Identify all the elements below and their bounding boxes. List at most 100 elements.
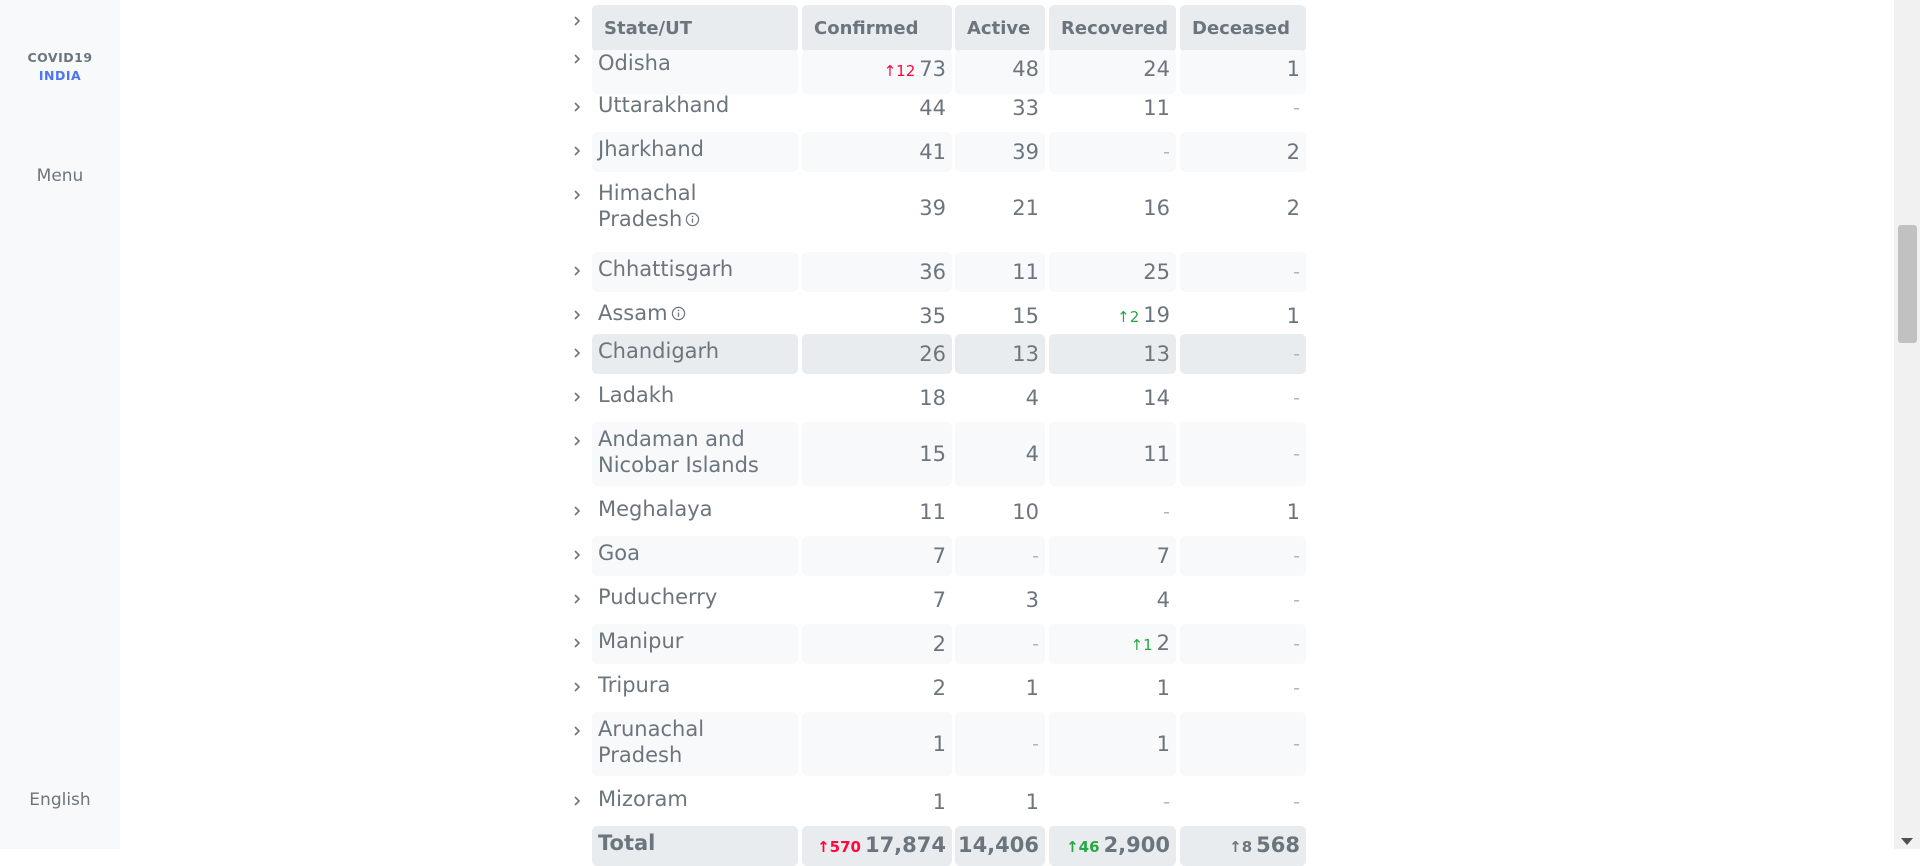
row-expand-button[interactable] <box>566 500 588 522</box>
recovered-cell-value: 2 <box>1156 631 1170 655</box>
row-expand-button[interactable] <box>566 544 588 566</box>
state-name-cell[interactable]: Arunachal Pradesh <box>592 712 798 776</box>
state-name-cell[interactable]: Assam <box>592 296 798 336</box>
active-cell-value: 3 <box>1025 588 1039 612</box>
deceased-cell-value: 1 <box>1286 57 1300 81</box>
header-active-label: Active <box>967 18 1031 39</box>
recovered-cell: - <box>1049 492 1176 532</box>
table-row[interactable]: Ladakh 18 4 14 - <box>566 378 1306 418</box>
state-name-cell[interactable]: Uttarakhand <box>592 88 798 128</box>
table-row[interactable]: Manipur 2- ↑1 2- <box>566 624 1306 664</box>
chevron-right-icon <box>574 54 581 64</box>
state-name-cell[interactable]: Tripura <box>592 668 798 708</box>
recovered-cell-value-group: 13 <box>1143 341 1170 367</box>
table-row[interactable]: Chhattisgarh 36 11 25 - <box>566 252 1306 292</box>
recovered-cell-value-group: 1 <box>1157 675 1170 701</box>
table-row[interactable]: Tripura 2 1 1 - <box>566 668 1306 708</box>
state-name-cell[interactable]: Goa <box>592 536 798 576</box>
confirmed-cell-value: 2 <box>932 632 946 656</box>
header-confirmed-label: Confirmed <box>814 18 919 39</box>
table-row[interactable]: Chandigarh 26 13 13 - <box>566 334 1306 374</box>
active-cell-value: 4 <box>1025 386 1039 410</box>
state-name-cell[interactable]: Jharkhand <box>592 132 798 172</box>
total-active-cell-value: 14,406 <box>957 833 1039 857</box>
header-deceased[interactable]: Deceased <box>1180 5 1306 52</box>
confirmed-cell-value: 1 <box>932 790 946 814</box>
confirmed-cell-value: 7 <box>932 544 946 568</box>
info-icon[interactable] <box>685 212 700 227</box>
active-cell-value-group: 15 <box>1012 303 1039 329</box>
row-expand-button[interactable] <box>566 260 588 282</box>
recovered-cell-value: 14 <box>1143 386 1170 410</box>
table-row[interactable]: Jharkhand 41 39 - 2 <box>566 132 1306 172</box>
state-name-cell[interactable]: Ladakh <box>592 378 798 418</box>
row-expand-button[interactable] <box>566 342 588 364</box>
table-row[interactable]: Goa 7 - 7 - <box>566 536 1306 576</box>
row-expand-button[interactable] <box>566 720 588 742</box>
confirmed-cell-value: 44 <box>919 96 946 120</box>
state-name-cell[interactable]: Odisha <box>592 50 798 94</box>
state-name-cell[interactable]: Chhattisgarh <box>592 252 798 292</box>
confirmed-cell-value-group: 11 <box>919 499 946 525</box>
page-scrollbar[interactable] <box>1894 0 1920 849</box>
chevron-right-icon <box>574 348 581 358</box>
header-confirmed[interactable]: Confirmed <box>802 5 952 80</box>
state-name: Assam <box>598 301 668 325</box>
language-switcher[interactable]: English <box>29 790 91 810</box>
state-name-cell[interactable]: Mizoram <box>592 782 798 822</box>
row-expand-button[interactable] <box>566 304 588 326</box>
header-recovered[interactable]: Recovered <box>1049 5 1176 52</box>
deceased-cell: 1 <box>1180 492 1306 532</box>
state-name-cell[interactable]: Andaman and Nicobar Islands <box>592 422 798 486</box>
table-row[interactable]: Mizoram 1 1 - - <box>566 782 1306 822</box>
row-expand-button[interactable] <box>566 632 588 654</box>
brand-logo[interactable]: COVID19 INDIA <box>0 49 120 85</box>
table-row[interactable]: Puducherry 7 3 4 - <box>566 580 1306 620</box>
row-expand-button[interactable] <box>566 676 588 698</box>
table-row[interactable]: Meghalaya 11 10 - 1 <box>566 492 1306 532</box>
confirmed-cell: 1 <box>802 712 952 776</box>
row-expand-button[interactable] <box>566 140 588 162</box>
state-name-cell[interactable]: Puducherry <box>592 580 798 620</box>
table-row[interactable]: Assam 35 15 ↑2 19 1 <box>566 296 1306 336</box>
deceased-cell: 2 <box>1180 176 1306 240</box>
state-name-cell[interactable]: Meghalaya <box>592 492 798 532</box>
deceased-cell: - <box>1180 334 1306 374</box>
total-deceased-cell-value-group: ↑8 568 <box>1229 832 1300 860</box>
table-row[interactable]: Himachal Pradesh 39 21 16 2 <box>566 176 1306 240</box>
scroll-down-icon[interactable] <box>1901 838 1913 845</box>
deceased-cell-value-group: 1 <box>1287 499 1300 525</box>
state-name-cell[interactable]: Himachal Pradesh <box>592 176 798 240</box>
recovered-cell: 24 <box>1049 50 1176 94</box>
recovered-cell: 14 <box>1049 378 1176 418</box>
header-state[interactable]: State/UT <box>592 5 798 52</box>
confirmed-cell-value: 36 <box>919 260 946 284</box>
deceased-cell-value-group: - <box>1293 731 1300 757</box>
state-name-cell[interactable]: Manipur <box>592 624 798 664</box>
row-expand-button[interactable] <box>566 184 588 206</box>
active-cell: 11 <box>955 252 1045 292</box>
recovered-cell-value: 24 <box>1143 57 1170 81</box>
scrollbar-thumb[interactable] <box>1898 225 1917 343</box>
table-row[interactable]: Odisha ↑12 73 48 24 1 <box>566 50 1306 94</box>
menu-button[interactable]: Menu <box>36 166 84 186</box>
row-expand-button[interactable] <box>566 96 588 118</box>
row-expand-button[interactable] <box>566 790 588 812</box>
state-name: Meghalaya <box>598 497 713 521</box>
expand-all-toggle[interactable] <box>566 10 588 32</box>
row-expand-button[interactable] <box>566 588 588 610</box>
info-icon[interactable] <box>671 306 686 321</box>
state-name-cell[interactable]: Chandigarh <box>592 334 798 374</box>
deceased-cell-value: - <box>1293 97 1300 119</box>
table-row[interactable]: Arunachal Pradesh 1 - 1 - <box>566 712 1306 776</box>
table-row[interactable]: Andaman and Nicobar Islands 15 4 11 - <box>566 422 1306 486</box>
table-row[interactable]: Uttarakhand 44 33 11 - <box>566 88 1306 128</box>
row-expand-button[interactable] <box>566 430 588 452</box>
row-expand-button[interactable] <box>566 386 588 408</box>
deceased-cell-value-group: - <box>1293 95 1300 121</box>
deceased-cell-value-group: - <box>1293 789 1300 815</box>
row-expand-button[interactable] <box>566 48 588 70</box>
recovered-cell-value: 11 <box>1143 442 1170 466</box>
header-active[interactable]: Active <box>955 5 1045 52</box>
state-name: Chandigarh <box>598 339 720 363</box>
